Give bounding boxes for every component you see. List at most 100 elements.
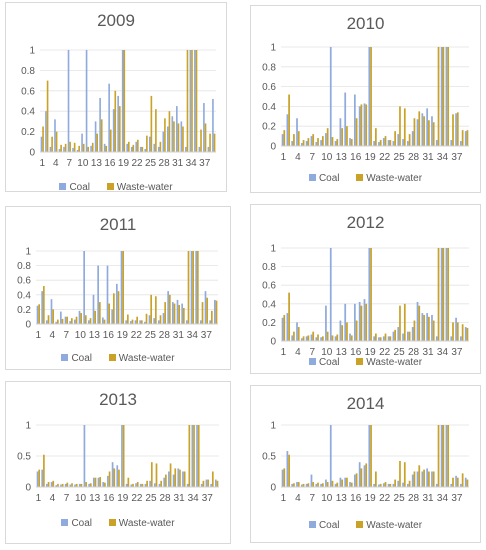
bar-waste-water	[307, 138, 310, 146]
bar-waste-water	[418, 111, 421, 146]
bar-coal	[76, 149, 79, 152]
x-tick-label: 25	[394, 152, 406, 163]
bar-waste-water	[423, 469, 425, 487]
bar-coal	[153, 318, 155, 324]
bar-waste-water	[75, 483, 78, 487]
x-tick-label: 4	[295, 347, 301, 358]
bar-waste-water	[355, 320, 358, 341]
bar-waste-water	[200, 129, 202, 152]
bar-coal	[103, 143, 106, 152]
bar-waste-water	[379, 483, 382, 487]
bar-waste-water	[350, 482, 353, 487]
bar-coal	[153, 483, 156, 487]
bar-coal	[387, 483, 390, 487]
bar-coal	[300, 338, 303, 341]
bar-waste-water	[408, 480, 411, 487]
chart-plot: 00.20.40.60.811 4 7 10 13 16 19 22 25 28 31 34 37	[262, 43, 469, 163]
x-tick-label: 13	[336, 493, 348, 504]
bar-waste-water	[408, 331, 411, 341]
bar-coal	[209, 320, 211, 324]
bar-waste-water	[307, 335, 310, 341]
bar-waste-water	[47, 315, 50, 324]
bar-coal	[358, 301, 361, 341]
bar-waste-water	[43, 454, 45, 487]
bar-coal	[378, 484, 380, 487]
bar-coal	[300, 143, 303, 146]
bar-waste-water	[312, 482, 315, 487]
y-tick-label: 0.4	[262, 102, 276, 113]
bar-coal	[402, 333, 404, 341]
legend-swatch	[356, 358, 364, 366]
bar-coal	[78, 310, 81, 324]
bar-waste-water	[403, 303, 406, 341]
bar-waste-water	[66, 482, 69, 487]
bar-coal	[199, 320, 202, 324]
bar-waste-water	[452, 114, 454, 146]
x-tick-label: 34	[437, 347, 449, 358]
x-tick-label: 25	[145, 493, 157, 504]
bar-coal	[368, 248, 371, 341]
bar-coal	[300, 484, 303, 487]
bar-coal	[407, 331, 409, 341]
bar-coal	[139, 320, 141, 324]
x-tick-label: 19	[365, 152, 377, 163]
bar-waste-water	[104, 482, 106, 487]
bar-waste-water	[155, 296, 157, 324]
bar-coal	[176, 106, 178, 152]
bar-coal	[102, 482, 105, 487]
bar-waste-water	[321, 136, 324, 146]
bar-coal	[200, 483, 203, 487]
bar-coal	[296, 482, 298, 487]
legend-item-coal: Coal	[59, 182, 90, 193]
bar-waste-water	[64, 143, 67, 152]
x-tick-label: 19	[117, 493, 129, 504]
bar-coal	[440, 248, 443, 341]
bar-waste-water	[375, 471, 377, 487]
x-tick-label: 37	[199, 158, 211, 169]
bar-coal	[134, 320, 137, 324]
bar-waste-water	[141, 146, 144, 152]
legend-label: Coal	[318, 357, 340, 368]
bar-coal	[153, 143, 156, 152]
bar-waste-water	[456, 112, 459, 146]
bar-coal	[139, 483, 142, 487]
bar-coal	[166, 126, 169, 152]
bar-waste-water	[78, 145, 80, 152]
bar-waste-water	[442, 425, 445, 487]
bar-waste-water	[132, 144, 135, 152]
bar-waste-water	[118, 469, 120, 487]
bar-waste-water	[127, 477, 130, 487]
bar-waste-water	[43, 286, 45, 324]
x-tick-label: 25	[394, 493, 406, 504]
bar-waste-water	[188, 425, 191, 487]
bar-waste-water	[109, 129, 112, 152]
bar-coal	[445, 425, 448, 487]
bar-waste-water	[403, 108, 406, 146]
chart-title: 2009	[97, 11, 135, 30]
bar-waste-water	[389, 483, 392, 487]
bar-coal	[64, 316, 67, 324]
bar-waste-water	[61, 318, 64, 324]
bar-coal	[36, 471, 39, 487]
bar-coal	[185, 146, 187, 152]
bar-waste-water	[46, 80, 49, 152]
bar-waste-water	[192, 251, 195, 324]
bar-waste-water	[141, 320, 143, 324]
bar-waste-water	[350, 139, 353, 146]
bar-coal	[212, 98, 214, 152]
legend-item-waste-water: Waste-water	[356, 520, 422, 531]
legend-swatch	[308, 358, 316, 366]
x-tick-label: 22	[131, 158, 143, 169]
x-tick-label: 34	[187, 330, 199, 341]
bar-waste-water	[326, 331, 329, 341]
x-tick-label: 1	[281, 347, 287, 358]
bar-coal	[45, 320, 48, 324]
x-tick-label: 22	[379, 347, 391, 358]
bar-waste-water	[346, 126, 348, 146]
bar-coal	[310, 474, 313, 487]
bar-coal	[291, 483, 294, 487]
bar-waste-water	[105, 145, 108, 152]
bar-waste-water	[60, 144, 62, 152]
bar-coal	[426, 468, 429, 487]
bar-coal	[329, 248, 332, 341]
